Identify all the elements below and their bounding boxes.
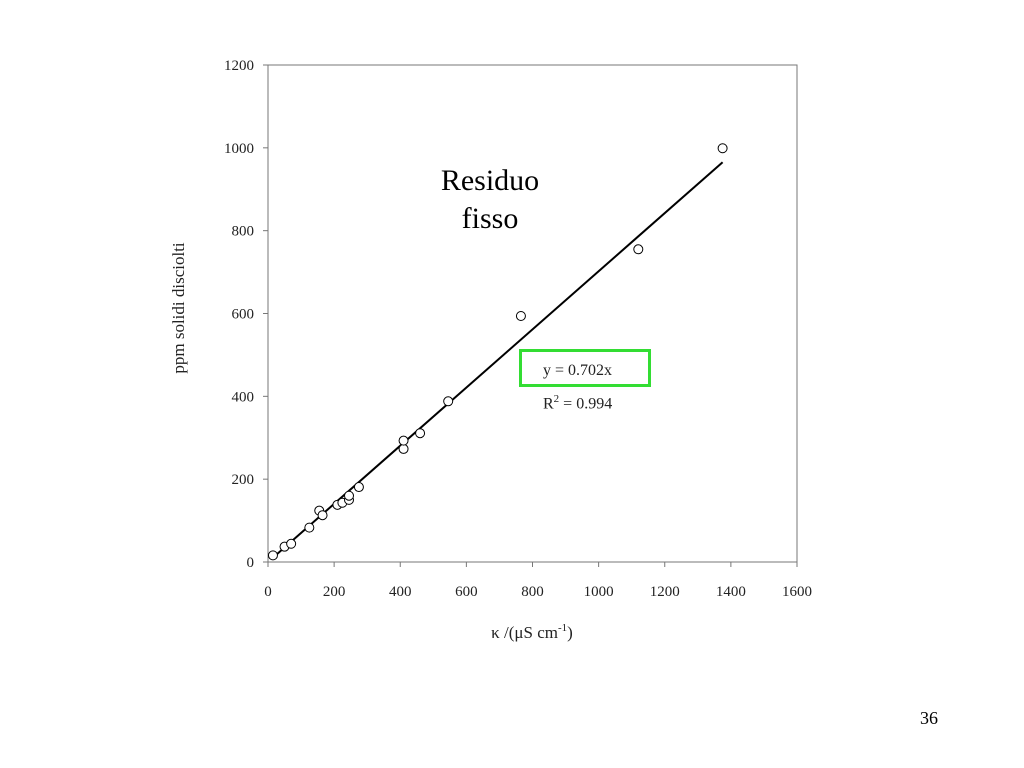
plot-area-frame [267,64,798,563]
annotation-line-1: Residuo [440,164,540,197]
x-tick-label: 600 [455,584,478,600]
y-tick-label: 0 [247,555,255,571]
y-tick-label: 1200 [224,58,254,74]
x-tick-label: 1200 [650,584,680,600]
annotation-line-2: fisso [461,202,519,235]
slide-number: 36 [920,708,938,728]
y-tick-label: 200 [232,472,255,488]
data-points [267,143,728,561]
x-tick-label: 400 [389,584,412,600]
x-tick-label: 0 [264,584,272,600]
data-point [353,482,364,493]
r2-prefix: R [543,395,554,413]
data-point [443,396,454,407]
y-tick-label: 1000 [224,141,254,157]
x-axis-label: κ /(μS cm-1) [491,622,573,642]
x-tick-label: 1600 [782,584,812,600]
chart-annotation-title: Residuo fisso [420,162,560,238]
data-point [515,310,526,321]
y-tick-label: 800 [232,224,255,240]
data-point [267,550,278,561]
r-squared: R2 = 0.994 [543,393,612,413]
r2-value: = 0.994 [559,395,613,413]
data-point [398,435,409,446]
data-point [304,522,315,533]
data-point [717,143,728,154]
data-point [344,490,355,501]
regression-equation: y = 0.702x [543,362,613,379]
data-point [633,244,644,255]
x-axis-ticks: 0 200 400 600 800 1000 1200 1400 1600 [264,562,812,600]
x-tick-label: 200 [323,584,346,600]
data-point [415,428,426,439]
x-tick-label: 800 [521,584,544,600]
data-point [286,538,297,549]
r2-superscript: 2 [553,393,560,405]
y-tick-label: 600 [232,307,255,323]
data-point [317,510,328,521]
y-tick-label: 400 [232,389,255,405]
equation-highlight-box [519,349,651,387]
x-tick-label: 1400 [716,584,746,600]
y-axis-label: ppm solidi disciolti [169,242,188,374]
y-axis-ticks: 0 200 400 600 800 1000 1200 [224,58,268,571]
data-point [398,443,409,454]
x-tick-label: 1000 [584,584,614,600]
